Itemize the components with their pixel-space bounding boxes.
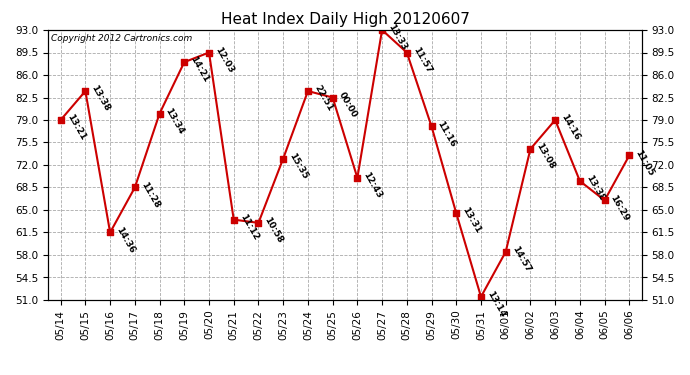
Text: 15:35: 15:35 [287,151,309,181]
Point [228,217,239,223]
Text: 00:00: 00:00 [337,90,359,119]
Text: 13:33: 13:33 [386,23,408,52]
Point [105,230,116,236]
Text: 14:36: 14:36 [115,225,137,255]
Text: 13:34: 13:34 [164,106,186,136]
Point [500,249,511,255]
Text: 14:57: 14:57 [510,244,532,274]
Point [525,146,536,152]
Text: 11:12: 11:12 [238,212,260,242]
Text: 22:51: 22:51 [312,84,334,113]
Text: 11:05: 11:05 [633,148,656,177]
Title: Heat Index Daily High 20120607: Heat Index Daily High 20120607 [221,12,469,27]
Point [327,94,338,100]
Point [599,197,610,203]
Point [154,111,165,117]
Text: 13:38: 13:38 [90,84,112,113]
Point [277,156,288,162]
Point [80,88,91,94]
Point [377,27,388,33]
Point [574,178,585,184]
Text: 11:28: 11:28 [139,180,161,210]
Text: 11:16: 11:16 [435,119,457,148]
Point [204,50,215,55]
Text: 14:21: 14:21 [188,55,210,84]
Text: 11:57: 11:57 [411,45,433,75]
Text: 12:43: 12:43 [362,171,384,200]
Point [253,220,264,226]
Point [402,50,413,55]
Point [129,184,140,190]
Point [179,59,190,65]
Point [302,88,313,94]
Point [624,152,635,158]
Text: 16:29: 16:29 [609,193,631,222]
Point [55,117,66,123]
Text: 13:14: 13:14 [485,290,507,319]
Point [550,117,561,123]
Point [426,123,437,129]
Text: 14:16: 14:16 [560,113,582,142]
Text: 13:38: 13:38 [584,174,606,203]
Point [451,210,462,216]
Point [352,175,363,181]
Text: 13:08: 13:08 [535,142,557,171]
Point [475,294,486,300]
Text: Copyright 2012 Cartronics.com: Copyright 2012 Cartronics.com [51,34,193,43]
Text: 10:58: 10:58 [263,216,285,245]
Text: 12:03: 12:03 [213,45,235,74]
Text: 13:31: 13:31 [460,206,482,235]
Text: 13:21: 13:21 [65,113,87,142]
